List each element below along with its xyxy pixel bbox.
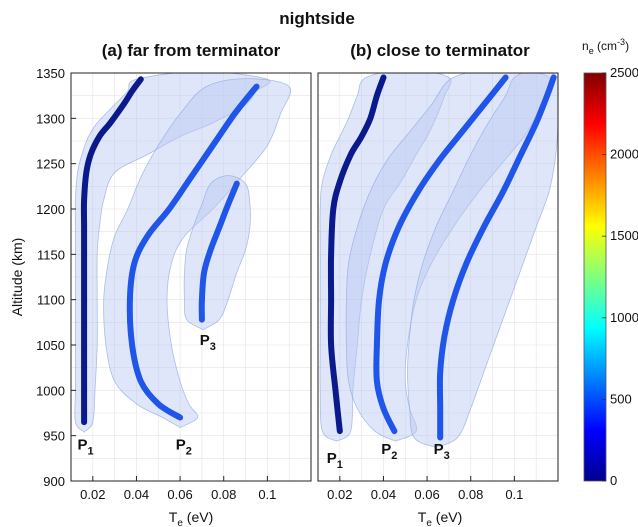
panel-title: (a) far from terminator (102, 41, 281, 60)
x-tick-label: 0.06 (167, 487, 192, 502)
curve-label-p2: P2 (381, 441, 397, 462)
panel-title: (b) close to terminator (350, 41, 530, 60)
panel-b: 0.02 0.04 0.06 0.08 0.1 (b) close to terminat… (317, 41, 559, 527)
x-tick-label: 0.1 (258, 487, 276, 502)
y-axis-label: Altitude (km) (9, 238, 25, 317)
axes-frame (70, 72, 312, 482)
y-tick-label: 1250 (36, 157, 65, 172)
colorbar-ticks: 0 500 1000 1500 2000 2500 (602, 65, 638, 488)
plot-content (74, 73, 292, 433)
colorbar-tick-label: 2500 (610, 65, 638, 80)
x-tick-label: 0.08 (458, 487, 483, 502)
y-tick-label: 1350 (36, 66, 65, 81)
uncertainty-band-p2 (103, 78, 292, 428)
curve-label-p1: P1 (78, 436, 94, 457)
series-line-p2 (126, 83, 260, 421)
y-tick-label: 900 (43, 474, 65, 489)
uncertainty-band-p1 (319, 73, 452, 442)
curve-label-p3: P3 (200, 332, 216, 353)
x-tick-label: 0.06 (414, 487, 439, 502)
y-tick-label: 1100 (37, 293, 65, 308)
colorbar-tick-label: 1000 (610, 310, 638, 325)
colorbar-gradient (583, 72, 607, 482)
curve-label-p1: P1 (327, 450, 343, 471)
x-tick-label: 0.04 (124, 487, 149, 502)
y-tick-label: 1300 (36, 111, 65, 126)
y-tick-label: 1150 (37, 247, 65, 262)
x-tick-label: 0.04 (371, 487, 396, 502)
y-tick-label: 1050 (36, 338, 65, 353)
series-line-p3 (198, 180, 240, 323)
grid (70, 72, 312, 482)
x-tick-label: 0.02 (80, 487, 105, 502)
series-line-p3 (436, 74, 557, 441)
figure-title: nightside (279, 9, 355, 28)
series-line-p2 (373, 74, 509, 435)
colorbar-label: ne (cm-3) (582, 37, 629, 56)
curve-label-p3: P3 (434, 441, 450, 462)
x-tick-label: 0.02 (327, 487, 352, 502)
x-tick-label: 0.08 (211, 487, 236, 502)
y-tick-label: 1000 (36, 383, 65, 398)
colorbar-tick-label: 2000 (610, 147, 638, 162)
x-axis-label: Te (eV) (169, 509, 213, 527)
x-axis-label: Te (eV) (418, 509, 462, 527)
plot-content (319, 73, 558, 448)
colorbar: 0 500 1000 1500 2000 2500 ne (cm-3) (582, 37, 638, 488)
y-tick-label: 1200 (36, 202, 65, 217)
series-line-p1 (80, 76, 144, 426)
colorbar-tick-label: 500 (610, 391, 632, 406)
colorbar-tick-label: 1500 (610, 228, 638, 243)
y-tick-label: 950 (43, 429, 65, 444)
axes-frame (317, 72, 559, 482)
panel-a: 0.02 0.04 0.06 0.08 0.1 900 950 1000 1050 1100 115… (9, 41, 312, 527)
colorbar-tick-label: 0 (610, 473, 617, 488)
series-line-p1 (327, 74, 387, 435)
grid (317, 72, 559, 482)
curve-label-p2: P2 (176, 436, 192, 457)
x-tick-label: 0.1 (505, 487, 523, 502)
uncertainty-band-p3 (407, 73, 558, 448)
uncertainty-band-p2 (345, 73, 552, 442)
